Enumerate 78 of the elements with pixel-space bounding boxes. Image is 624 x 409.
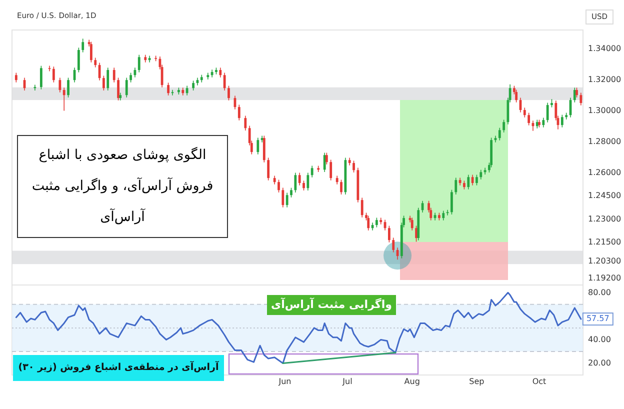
candlestick [480, 169, 482, 180]
candlestick [576, 87, 578, 98]
candlestick [560, 114, 564, 128]
candlestick [94, 57, 97, 68]
candlestick [223, 72, 226, 91]
candlestick [219, 67, 222, 78]
y-tick-label: 40.00 [588, 334, 611, 344]
candlestick [375, 217, 378, 228]
candlestick [267, 157, 270, 181]
candlestick [454, 177, 458, 195]
y-tick-label: 1.20300 [588, 256, 622, 266]
y-tick-label: 1.21500 [588, 238, 622, 247]
candlestick [573, 87, 576, 103]
candlestick [125, 77, 128, 98]
candlestick [330, 159, 332, 181]
candlestick [523, 107, 526, 118]
candlestick [290, 187, 292, 198]
y-tick-label: 1.30000 [588, 106, 622, 115]
candlestick [262, 135, 266, 163]
candlestick [580, 92, 582, 106]
candlestick [442, 210, 445, 221]
y-tick-label: 1.23000 [588, 214, 622, 224]
candlestick [112, 67, 116, 83]
candlestick [360, 197, 364, 218]
annotation: 57.57 [586, 314, 610, 324]
y-tick-label: 1.26000 [588, 168, 622, 177]
candlestick [298, 172, 301, 186]
candlestick [325, 152, 328, 165]
y-tick-label: 1.32000 [588, 74, 622, 84]
x-tick-label: Jun [278, 377, 292, 386]
candlestick [102, 75, 105, 91]
candlestick [323, 152, 326, 172]
candlestick [192, 80, 194, 91]
candlestick [286, 192, 288, 208]
candlestick [410, 217, 414, 231]
candlestick [467, 174, 470, 190]
candlestick [388, 225, 390, 243]
candlestick [294, 172, 297, 193]
y-tick-label: 80.00 [588, 288, 611, 297]
candlestick [476, 174, 478, 186]
candlestick [367, 215, 370, 231]
y-tick-label: 1.28000 [588, 136, 622, 146]
candlestick [244, 115, 247, 131]
candlestick [282, 187, 284, 208]
candlestick [167, 82, 170, 96]
y-tick-label: 1.24500 [588, 191, 622, 200]
candlestick [130, 72, 132, 83]
annotation: آراس‌آی در منطقه‌ی اشباع فروش (زیر ۳۰) [13, 355, 224, 381]
candlestick [546, 102, 549, 123]
y-tick-label: 1.34000 [588, 44, 622, 53]
candlestick [256, 137, 260, 155]
candlestick [498, 127, 501, 141]
candlestick [302, 180, 305, 191]
candlestick [138, 54, 140, 73]
y-tick-label: 20.00 [588, 358, 611, 368]
candlestick [306, 172, 310, 191]
x-tick-label: Sep [469, 377, 484, 386]
candlestick [228, 85, 230, 101]
candlestick [528, 112, 530, 126]
annotation: واگرایی مثبت آراس‌آی [267, 295, 396, 315]
y-tick-label: 1.19200 [588, 273, 622, 282]
candlestick [542, 117, 545, 128]
candlestick [278, 179, 280, 193]
candlestick [340, 179, 342, 195]
candlestick [380, 217, 382, 225]
candlestick [502, 119, 506, 133]
candlestick [238, 104, 240, 121]
candlestick [310, 165, 314, 178]
x-tick-label: Aug [404, 377, 420, 386]
candlestick [450, 189, 453, 215]
candlestick [392, 237, 395, 253]
x-tick-label: Oct [532, 377, 546, 386]
candlestick [352, 160, 355, 173]
candlestick [117, 77, 120, 101]
annotation: الگوی پوشای صعودی با اشباع فروش آراس‌آی، و واگرایی مثبت آراس‌آی [17, 135, 228, 238]
candlestick [515, 89, 518, 103]
x-tick-label: Jul [342, 377, 352, 386]
candlestick [106, 67, 110, 91]
